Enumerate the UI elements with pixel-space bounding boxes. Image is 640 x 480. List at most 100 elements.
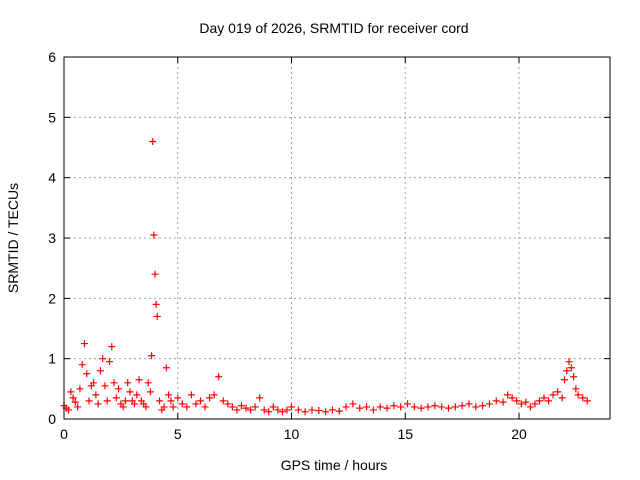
data-point [356,404,364,412]
data-point [288,403,295,411]
data-point [342,403,350,411]
data-point [417,404,425,412]
data-point [78,361,86,369]
data-point [583,397,591,405]
x-tick-label: 20 [511,426,527,442]
data-point [572,385,580,393]
data-point [160,403,168,411]
data-point [383,404,391,412]
data-point [94,400,102,408]
plot-frame [63,56,611,420]
data-point [535,397,543,405]
data-point [210,391,218,399]
data-point [108,343,116,351]
data-point [558,394,566,402]
data-point [121,397,129,405]
data-point [278,408,286,416]
data-point [106,358,113,366]
data-point [322,408,330,416]
data-point [479,402,487,410]
data-point [85,397,93,405]
data-point [504,391,512,399]
data-point [237,402,245,410]
data-point [131,400,139,408]
data-point [531,400,539,408]
data-point [492,397,500,405]
data-point [301,408,309,416]
data-point [563,367,571,375]
data-point [540,394,548,402]
data-point [197,397,204,405]
data-point [233,406,241,414]
data-point [174,394,182,402]
data-point [80,340,88,348]
tick-layer: 0 5 10 15 20 0 1 2 3 4 5 6 [48,49,610,442]
data-point [404,400,412,408]
data-point [315,407,323,415]
data-point [260,406,268,414]
y-tick-label: 4 [48,170,56,186]
y-tick-label: 6 [48,49,56,65]
data-point [162,364,170,372]
data-point [187,391,195,399]
data-points [60,137,591,416]
data-point [71,398,79,406]
data-point [431,402,439,410]
data-point [526,403,534,411]
data-point [144,379,152,387]
data-point [251,403,259,411]
data-point [256,394,264,402]
y-tick-label: 1 [48,351,56,367]
data-point [390,402,398,410]
data-point [165,391,173,399]
data-point [508,394,516,402]
data-point [101,382,109,390]
data-point [451,403,459,411]
data-point [224,400,232,408]
grid-layer [64,57,610,419]
data-point [567,364,575,372]
data-point [499,398,507,406]
data-point [458,402,466,410]
data-point [152,300,160,308]
data-point [148,352,156,360]
data-point [308,406,316,414]
y-tick-label: 3 [48,230,56,246]
data-point [561,376,568,384]
data-point [472,403,480,411]
data-point [126,388,134,396]
data-point [410,403,418,411]
data-point [178,400,186,408]
data-point [115,385,123,393]
data-point [103,397,111,405]
data-point [192,400,200,408]
data-point [579,394,587,402]
data-point [265,408,273,416]
data-point [328,406,336,414]
data-point [549,391,557,399]
y-tick-label: 2 [48,290,56,306]
data-point [397,403,405,411]
data-point [167,397,175,405]
x-tick-label: 15 [397,426,413,442]
data-point [522,398,530,406]
data-point [349,400,357,408]
data-point [119,403,127,411]
data-point [99,355,107,363]
data-point [76,385,84,393]
data-point [65,406,73,414]
data-point [90,379,98,387]
data-point [142,403,150,411]
data-point [124,379,132,387]
data-point [110,379,118,387]
data-point [376,403,384,411]
chart-title: Day 019 of 2026, SRMTID for receiver cor… [199,20,468,36]
y-tick-label: 5 [48,109,56,125]
data-point [151,270,159,278]
data-point [112,394,120,402]
data-point [545,397,553,405]
data-point [215,373,223,381]
data-point [149,137,157,145]
data-point [242,404,250,412]
